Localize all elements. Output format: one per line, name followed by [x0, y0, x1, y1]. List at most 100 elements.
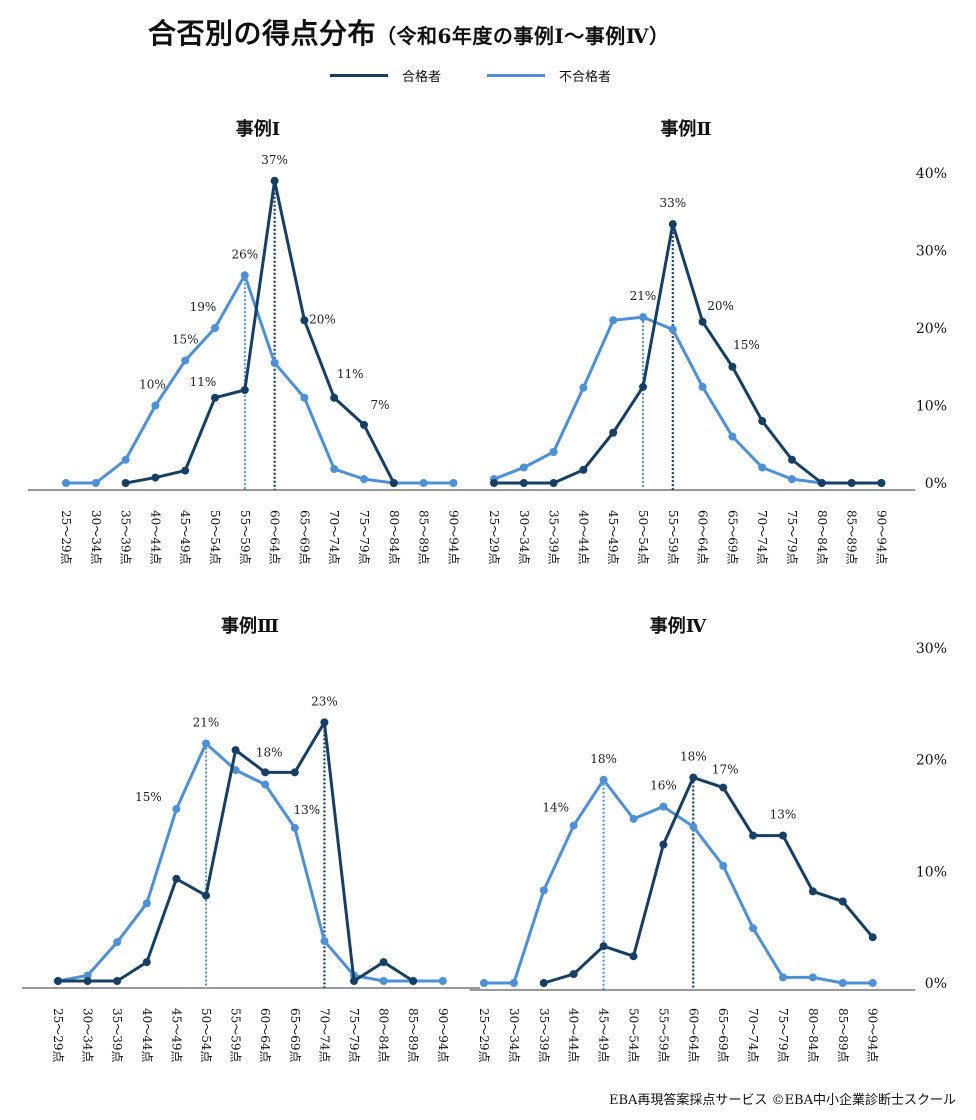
- pass-data-point: [290, 768, 299, 777]
- pass-data-point: [698, 317, 707, 326]
- pass-data-label: 20%: [707, 299, 734, 313]
- fail-data-point: [449, 479, 458, 487]
- fail-data-point: [579, 383, 588, 392]
- pass-data-point: [519, 479, 528, 487]
- x-tick-label: 45～49点: [178, 510, 192, 565]
- chart-panel-2: 事例Ⅱ 0% 10% 20% 30% 40% 25～29点 30～34点 35～39点 40～44…: [472, 118, 947, 565]
- fail-data-point: [668, 325, 677, 334]
- fail-data-point: [779, 973, 787, 982]
- pass-data-point: [211, 393, 219, 402]
- pass-data-point: [83, 977, 92, 985]
- x-tick-label: 25～29点: [51, 1008, 65, 1063]
- pass-data-point: [490, 479, 498, 487]
- pass-data-point: [877, 479, 886, 487]
- fail-data-point: [438, 977, 447, 985]
- x-tick-label: 65～69点: [297, 510, 311, 565]
- page-title-main: 合否別の得点分布: [148, 17, 377, 50]
- x-tick-label: 70～74点: [755, 510, 769, 565]
- x-tick-label: 35～39点: [547, 510, 561, 565]
- x-tick-label: 40～44点: [148, 510, 162, 565]
- legend: 合格者 不合格者: [330, 66, 657, 85]
- x-tick-label: 60～64点: [268, 510, 282, 565]
- fail-data-point: [113, 938, 122, 947]
- pass-data-label: 23%: [311, 694, 338, 708]
- chart-title: 事例Ⅱ: [660, 118, 711, 140]
- legend-swatch-fail: [487, 74, 546, 77]
- x-tick-label: 75～79点: [347, 1008, 361, 1063]
- x-tick-label: 60～64点: [258, 1008, 272, 1063]
- fail-data-label: 26%: [231, 247, 258, 261]
- x-tick-label: 65～69点: [716, 1008, 730, 1063]
- x-tick-label: 85～89点: [836, 1008, 850, 1063]
- y-tick-label: 10%: [916, 399, 947, 415]
- x-tick-label: 50～54点: [208, 510, 222, 565]
- fail-data-point: [838, 979, 847, 987]
- pass-data-point: [379, 958, 388, 967]
- pass-data-point: [113, 977, 122, 985]
- pass-data-label: 7%: [370, 398, 389, 412]
- pass-data-label: 17%: [712, 763, 739, 777]
- x-tick-label: 70～74点: [317, 1008, 331, 1063]
- pass-data-point: [121, 479, 130, 487]
- x-tick-label: 30～34点: [81, 1008, 95, 1063]
- x-tick-label: 90～94点: [436, 1008, 450, 1063]
- pass-series-line: [58, 720, 415, 983]
- x-tick-label: 45～49点: [169, 1008, 183, 1063]
- x-tick-label: 40～44点: [140, 1008, 154, 1063]
- pass-data-label: 18%: [680, 750, 707, 764]
- fail-data-point: [300, 393, 309, 402]
- x-tick-label: 25～29点: [477, 1008, 491, 1063]
- pass-data-point: [728, 362, 737, 371]
- pass-data-point: [808, 887, 817, 896]
- pass-data-label: 13%: [770, 808, 797, 822]
- x-tick-label: 75～79点: [357, 510, 371, 565]
- legend-item-fail: 不合格者: [487, 66, 611, 85]
- fail-data-point: [231, 766, 240, 775]
- y-tick-label: 0%: [925, 476, 947, 492]
- pass-data-point: [330, 393, 339, 402]
- pass-data-point: [350, 977, 358, 985]
- x-tick-label: 30～34点: [517, 510, 531, 565]
- x-tick-label: 55～59点: [666, 510, 680, 565]
- x-tick-label: 35～39点: [537, 1008, 551, 1063]
- pass-data-point: [749, 831, 758, 840]
- pass-data-point: [539, 979, 548, 987]
- fail-data-point: [629, 814, 638, 823]
- fail-data-point: [91, 479, 100, 487]
- pass-data-point: [599, 942, 608, 951]
- x-tick-label: 55～59点: [238, 510, 252, 565]
- pass-data-point: [389, 479, 398, 487]
- x-tick-label: 80～84点: [815, 510, 829, 565]
- pass-data-label: 18%: [256, 745, 283, 759]
- fail-data-point: [549, 448, 558, 456]
- chart-title: 事例Ⅰ: [236, 118, 280, 140]
- pass-data-point: [659, 840, 668, 849]
- legend-label-pass: 合格者: [402, 70, 442, 85]
- x-tick-label: 65～69点: [725, 510, 739, 565]
- chart-panel-3: 事例Ⅲ 25～29点 30～34点 35～39点 40～44点 45～49点 50～54点 5…: [22, 615, 480, 1063]
- pass-data-point: [172, 874, 181, 883]
- y-tick-label: 10%: [916, 864, 947, 880]
- fail-data-point: [868, 979, 877, 987]
- x-tick-label: 90～94点: [446, 510, 460, 565]
- y-tick-label: 0%: [925, 976, 947, 992]
- fail-series-line: [66, 273, 454, 485]
- fail-data-point: [639, 313, 647, 322]
- fail-data-point: [62, 479, 70, 487]
- x-tick-label: 60～64点: [696, 510, 710, 565]
- chart-panel-4: 事例Ⅳ 0% 10% 20% 30% 25～29点 30～34点 35～39点 40～44点 45…: [470, 615, 947, 1063]
- pass-data-point: [719, 783, 728, 792]
- fail-data-point: [83, 971, 92, 980]
- x-tick-label: 80～84点: [806, 1008, 820, 1063]
- pass-data-point: [868, 933, 877, 942]
- x-tick-label: 80～84点: [377, 1008, 391, 1063]
- pass-data-point: [320, 718, 329, 727]
- fail-data-point: [609, 316, 618, 325]
- fail-data-point: [261, 780, 270, 789]
- fail-data-label: 13%: [293, 803, 320, 817]
- x-tick-label: 35～39点: [119, 510, 133, 565]
- pass-data-point: [142, 958, 151, 967]
- x-tick-label: 60～64点: [686, 1008, 700, 1063]
- pass-data-point: [202, 891, 210, 900]
